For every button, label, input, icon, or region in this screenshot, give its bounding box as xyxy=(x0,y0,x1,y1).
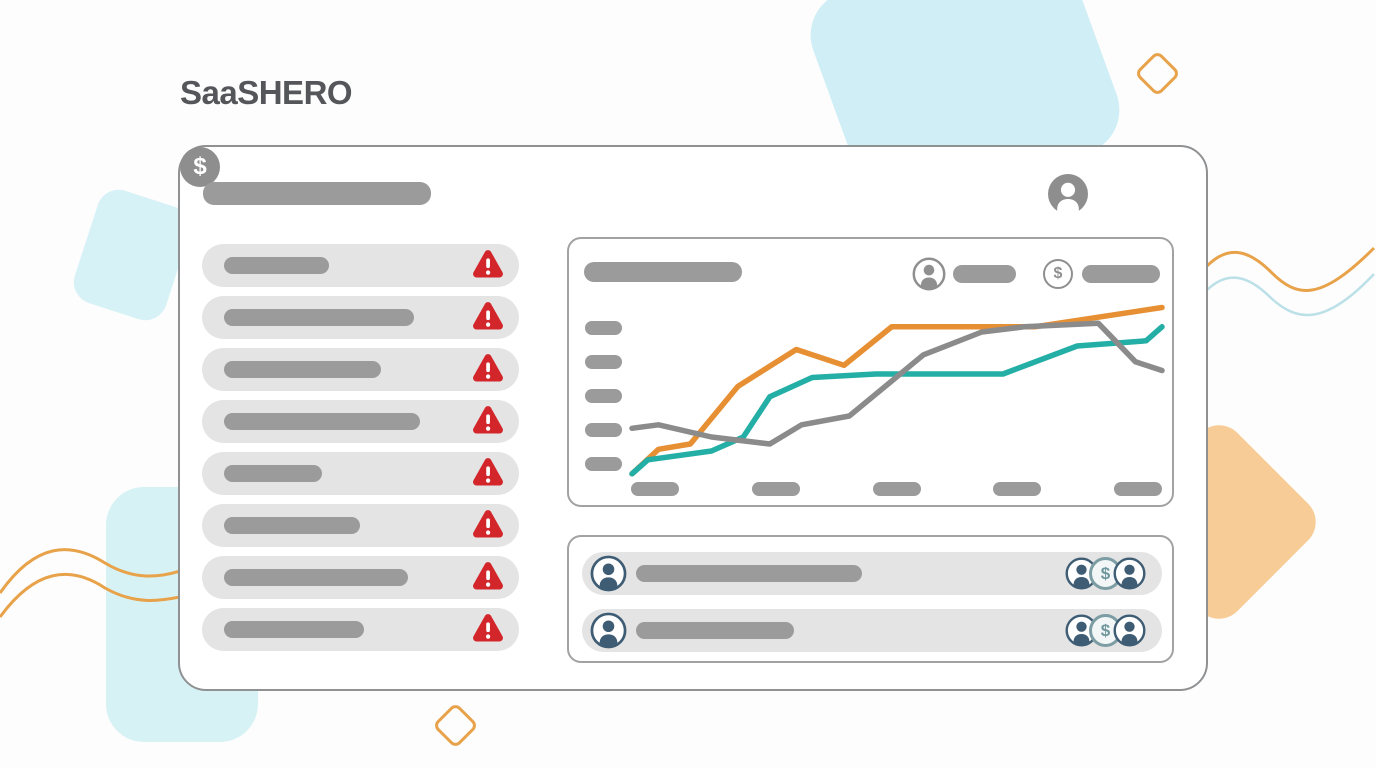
alert-item-label-placeholder xyxy=(224,621,364,638)
sidebar-alert-item[interactable] xyxy=(202,504,519,547)
header-dollar-icon[interactable]: $ xyxy=(180,147,220,187)
list-item-label-placeholder xyxy=(636,622,794,639)
chart-panel: $ xyxy=(567,237,1174,507)
warning-icon xyxy=(470,613,506,645)
warning-icon xyxy=(470,561,506,593)
avatar-user-icon xyxy=(590,612,627,649)
alert-item-label-placeholder xyxy=(224,361,381,378)
x-tick-placeholder xyxy=(1114,482,1162,496)
alert-item-label-placeholder xyxy=(224,309,414,326)
alert-item-label-placeholder xyxy=(224,517,360,534)
warning-icon xyxy=(470,509,506,541)
logo-text: SaaSHERO xyxy=(180,74,353,111)
decor-diamond-outline-top-right xyxy=(1134,50,1181,97)
sidebar-alert-item[interactable] xyxy=(202,244,519,287)
logo: SaaSHERO xyxy=(160,20,380,120)
teal-series xyxy=(629,324,1165,477)
sidebar-alert-item[interactable] xyxy=(202,452,519,495)
alert-item-label-placeholder xyxy=(224,569,408,586)
decor-blue-shape-left xyxy=(68,184,196,326)
y-tick-placeholder xyxy=(585,321,622,335)
list-item[interactable]: $ xyxy=(582,552,1162,595)
alert-item-label-placeholder xyxy=(224,413,420,430)
y-tick-placeholder xyxy=(585,355,622,369)
alert-item-label-placeholder xyxy=(224,465,322,482)
logo-swoosh-icon xyxy=(182,30,360,94)
x-tick-placeholder xyxy=(631,482,679,496)
y-tick-placeholder xyxy=(585,457,622,471)
y-tick-placeholder xyxy=(585,389,622,403)
sidebar-alert-item[interactable] xyxy=(202,400,519,443)
legend-dollar-icon[interactable]: $ xyxy=(1043,259,1073,289)
x-tick-placeholder xyxy=(872,482,921,496)
decor-waves-left xyxy=(0,548,180,618)
y-tick-placeholder xyxy=(585,423,622,437)
chart-title-placeholder xyxy=(584,262,742,282)
sidebar-alert-item[interactable] xyxy=(202,296,519,339)
warning-icon xyxy=(470,405,506,437)
sidebar-alert-item[interactable] xyxy=(202,348,519,391)
decor-diamond-outline-bottom xyxy=(432,702,479,749)
user-badge-icon[interactable] xyxy=(1113,557,1146,590)
decor-waves-right xyxy=(1205,246,1376,317)
dashboard-card: $ $ xyxy=(178,145,1208,691)
legend-user-label-placeholder xyxy=(953,265,1016,283)
warning-icon xyxy=(470,353,506,385)
list-item-label-placeholder xyxy=(636,565,862,582)
dollar-badge-icon[interactable]: $ xyxy=(1089,614,1122,647)
legend-dollar-label-placeholder xyxy=(1082,265,1160,283)
x-tick-placeholder xyxy=(751,482,800,496)
badge-cluster: $ xyxy=(1074,614,1146,647)
bottom-list-panel: $ $ xyxy=(567,535,1174,663)
alert-item-label-placeholder xyxy=(224,257,329,274)
warning-icon xyxy=(470,301,506,333)
sidebar-alert-item[interactable] xyxy=(202,608,519,651)
x-tick-placeholder xyxy=(993,482,1042,496)
avatar-user-icon xyxy=(590,555,627,592)
gray-series xyxy=(629,320,1165,447)
user-badge-icon[interactable] xyxy=(1113,614,1146,647)
warning-icon xyxy=(470,249,506,281)
list-item[interactable]: $ xyxy=(582,609,1162,652)
legend-user-icon[interactable] xyxy=(912,257,946,291)
warning-icon xyxy=(470,457,506,489)
dashboard-title-placeholder xyxy=(203,182,431,205)
badge-cluster: $ xyxy=(1074,557,1146,590)
orange-series xyxy=(629,304,1165,477)
sidebar-alert-item[interactable] xyxy=(202,556,519,599)
header-user-icon[interactable] xyxy=(1048,174,1088,214)
